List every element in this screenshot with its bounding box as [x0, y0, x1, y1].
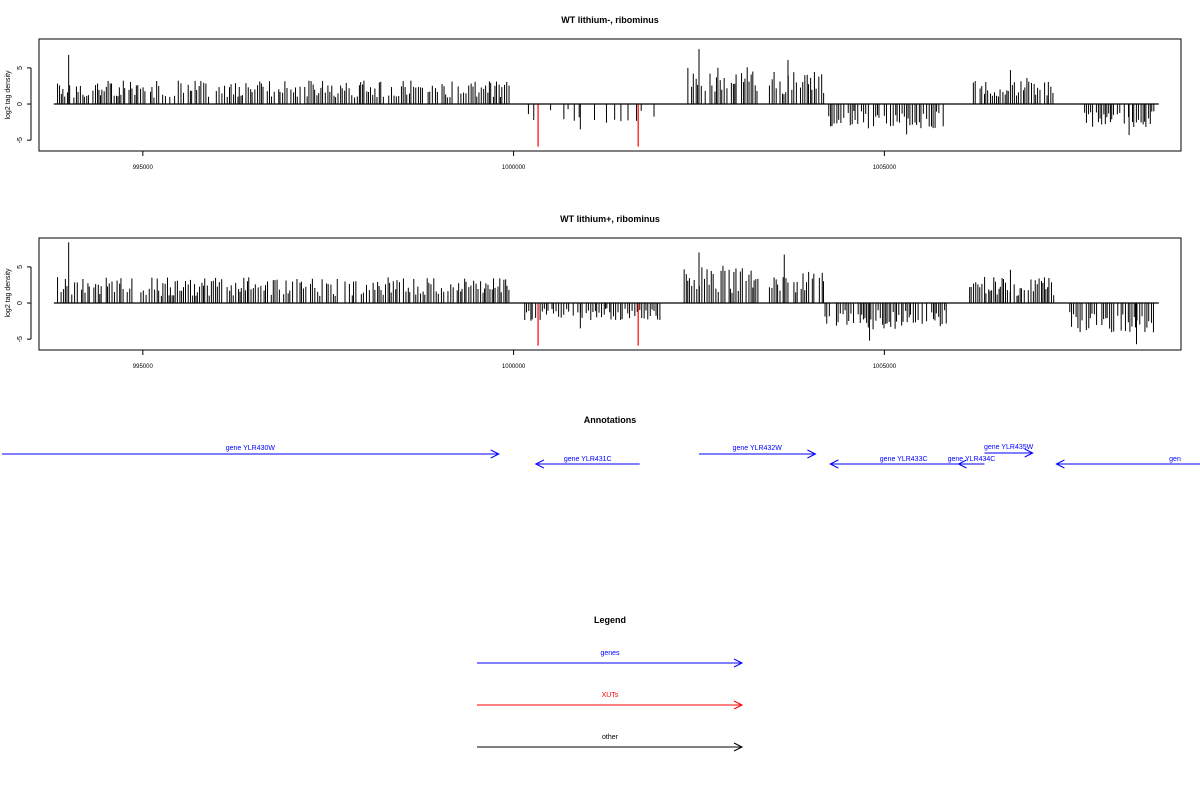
- signal-bars: [57, 49, 1155, 147]
- legend-arrow-head: [733, 658, 744, 668]
- legend-label: XUTs: [602, 692, 619, 699]
- gene-label: gene YLR431C: [564, 456, 612, 463]
- x-tick-label: 1000000: [502, 165, 526, 171]
- annotations-title: Annotations: [584, 415, 637, 425]
- arrow-head: [807, 449, 817, 459]
- gene-label: gene YLR434C: [948, 456, 996, 463]
- gene-feature: gene YLR435W: [984, 444, 1034, 458]
- y-axis: -5 0 5: [17, 66, 32, 143]
- gene-feature: gene YLR431C: [534, 456, 640, 469]
- y-axis-label: log2 tag density: [5, 70, 12, 120]
- gene-label: gene YLR435W: [984, 444, 1034, 451]
- legend-entry: XUTs: [477, 692, 744, 710]
- arrow-head: [534, 459, 545, 469]
- x-tick-label: 1005000: [873, 165, 897, 171]
- legend-entry: other: [477, 734, 744, 752]
- x-axis: 995000 1000000 1005000: [133, 151, 897, 171]
- y-tick-label: 0: [17, 102, 24, 106]
- legend-arrow-head: [733, 700, 744, 710]
- legend-title: Legend: [594, 615, 626, 625]
- arrow-head: [490, 449, 500, 459]
- legend-entries: genes XUTs other: [477, 650, 744, 752]
- x-tick-label: 995000: [133, 165, 154, 171]
- signal-bars: [57, 242, 1154, 346]
- panel-title: WT lithium-, ribominus: [561, 15, 659, 25]
- x-tick-label: 1005000: [873, 364, 897, 370]
- legend-label: genes: [600, 650, 620, 657]
- gene-feature: gene YLR432W: [698, 445, 817, 459]
- y-tick-label: -5: [17, 137, 24, 143]
- x-tick-label: 1000000: [502, 364, 526, 370]
- arrow-head: [1055, 459, 1065, 469]
- arrow-head: [829, 459, 839, 469]
- plot-frame: [38, 237, 1182, 351]
- legend-arrow-head: [733, 742, 744, 752]
- feature-list: gene YLR430W gene YLR431C gene YLR432W gene…: [1, 444, 1200, 469]
- legend: Legend genes XUTs other: [477, 615, 744, 752]
- x-axis: 995000 1000000 1005000: [133, 350, 897, 370]
- arrow-head: [957, 459, 967, 469]
- gene-feature: gene YLR433C: [829, 456, 978, 469]
- y-axis: -5 0 5: [17, 265, 32, 342]
- arrow-head: [1024, 448, 1034, 458]
- y-tick-label: 0: [17, 301, 24, 305]
- legend-label: other: [602, 734, 619, 741]
- gene-feature: gen: [1055, 456, 1200, 469]
- y-tick-label: 5: [17, 66, 24, 70]
- gene-feature: gene YLR434C: [948, 456, 996, 469]
- y-tick-label: -5: [17, 336, 24, 342]
- legend-entry: genes: [477, 650, 744, 668]
- y-axis-label: log2 tag density: [5, 268, 12, 318]
- panel-title: WT lithium+, ribominus: [560, 214, 660, 224]
- y-tick-label: 5: [17, 265, 24, 269]
- gene-label: gene YLR430W: [226, 445, 276, 452]
- gene-label: gen: [1169, 456, 1181, 463]
- plot-frame: [38, 38, 1182, 152]
- coverage-panel-lithium-minus: WT lithium-, ribominus log2 tag density …: [5, 15, 1182, 171]
- gene-label: gene YLR433C: [880, 456, 928, 463]
- gene-label: gene YLR432W: [733, 445, 783, 452]
- coverage-panel-lithium-plus: WT lithium+, ribominus log2 tag density …: [5, 214, 1182, 370]
- gene-feature: gene YLR430W: [1, 445, 500, 459]
- x-tick-label: 995000: [133, 364, 154, 370]
